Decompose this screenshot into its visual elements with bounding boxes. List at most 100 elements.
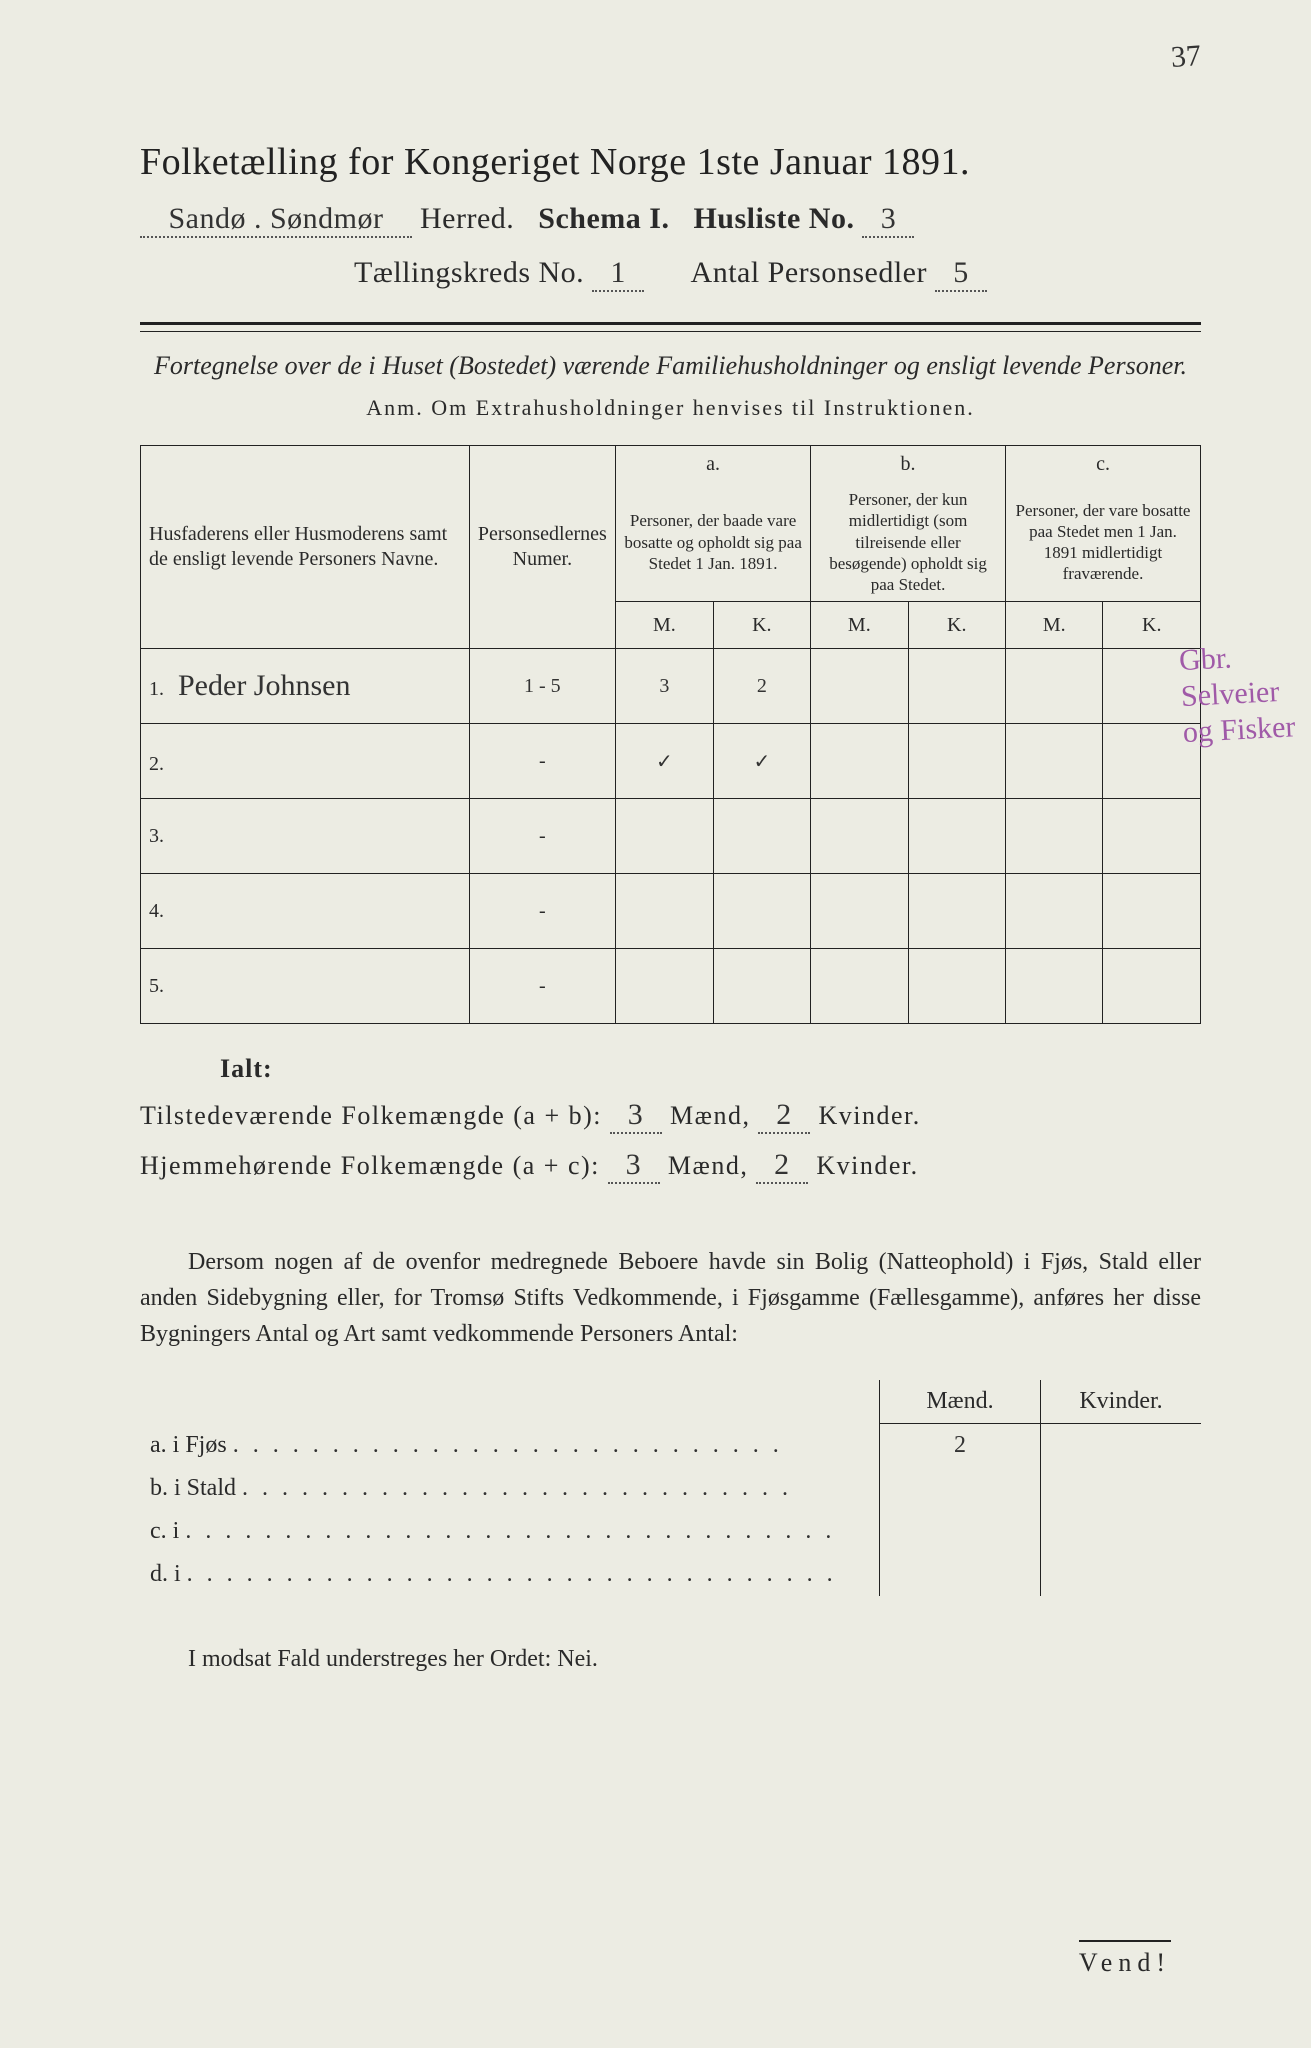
kreds-label: Tællingskreds No. [354, 256, 584, 289]
sum-resident-line: Hjemmehørende Folkemængde (a + c): 3 Mæn… [140, 1148, 1201, 1184]
cell-c-m [1006, 724, 1103, 799]
col-a-k: K. [713, 602, 810, 649]
cell-b-k [908, 874, 1005, 949]
row-num: 2. [149, 753, 173, 776]
dots: . . . . . . . . . . . . . . . . . . . . … [242, 1475, 792, 1501]
table-row: 4. - [141, 874, 1201, 949]
side-row-label: b. i Stald [150, 1475, 236, 1501]
cell-c-m [1006, 799, 1103, 874]
cell-a-k: ✓ [713, 724, 810, 799]
side-row-label: a. i Fjøs [150, 1432, 227, 1458]
sum-resident-label: Hjemmehørende Folkemængde (a + c): [140, 1151, 600, 1180]
cell-c-m [1006, 649, 1103, 724]
herred-value: Sandø . Søndmør [140, 202, 412, 238]
cell-b-m [811, 799, 908, 874]
sum-present-k: 2 [758, 1098, 810, 1134]
side-row: b. i Stald . . . . . . . . . . . . . . .… [140, 1467, 1201, 1510]
side-building-paragraph: Dersom nogen af de ovenfor medregnede Be… [140, 1244, 1201, 1352]
table-row: 2. - ✓ ✓ [141, 724, 1201, 799]
cell-c-k [1103, 874, 1201, 949]
table-row: 1. Peder Johnsen 1 - 5 3 2 [141, 649, 1201, 724]
cell-a-m: ✓ [616, 724, 713, 799]
husliste-label: Husliste No. [693, 202, 854, 235]
side-row-k [1041, 1424, 1202, 1468]
herred-label: Herred. [420, 202, 514, 235]
row-seddel-num: - [469, 874, 616, 949]
row-num: 1. [149, 678, 173, 701]
row-num: 5. [149, 975, 173, 998]
row-seddel-num: - [469, 724, 616, 799]
sum-resident-k: 2 [756, 1148, 808, 1184]
cell-b-m [811, 724, 908, 799]
side-row-m: 2 [880, 1424, 1041, 1468]
sum-resident-m: 3 [608, 1148, 660, 1184]
table-row: 3. - [141, 799, 1201, 874]
sum-present-line: Tilstedeværende Folkemængde (a + b): 3 M… [140, 1098, 1201, 1134]
cell-b-k [908, 799, 1005, 874]
group-a-label: a. [616, 446, 811, 484]
main-title: Folketælling for Kongeriget Norge 1ste J… [140, 140, 1201, 184]
col-b-k: K. [908, 602, 1005, 649]
side-row-m [880, 1553, 1041, 1596]
side-row-k [1041, 1510, 1202, 1553]
dots: . . . . . . . . . . . . . . . . . . . . … [187, 1561, 837, 1587]
row-num: 3. [149, 825, 173, 848]
table-row: 5. - [141, 949, 1201, 1024]
group-b-text: Personer, der kun midlertidigt (som tilr… [811, 483, 1006, 602]
vend-label: Vend! [1079, 1940, 1171, 1978]
cell-c-k [1103, 799, 1201, 874]
cell-b-m [811, 874, 908, 949]
cell-b-m [811, 649, 908, 724]
group-a-text: Personer, der baade vare bosatte og opho… [616, 483, 811, 602]
kvinder-word: Kvinder. [818, 1101, 920, 1130]
sum-present-label: Tilstedeværende Folkemængde (a + b): [140, 1101, 602, 1130]
subtitle-italic: Fortegnelse over de i Huset (Bostedet) v… [140, 348, 1201, 383]
cell-a-m: 3 [616, 649, 713, 724]
maend-word: Mænd, [668, 1151, 748, 1180]
census-form-page: 37 Folketælling for Kongeriget Norge 1st… [0, 0, 1311, 2048]
group-c-label: c. [1006, 446, 1201, 484]
cell-a-k [713, 949, 810, 1024]
side-row-label: c. i [150, 1518, 179, 1544]
side-row: c. i . . . . . . . . . . . . . . . . . .… [140, 1510, 1201, 1553]
margin-annotation: Gbr. Selveier og Fisker [1178, 637, 1303, 751]
anm-note: Anm. Om Extrahusholdninger henvises til … [140, 395, 1201, 421]
side-row-k [1041, 1467, 1202, 1510]
side-row-m [880, 1510, 1041, 1553]
side-row: a. i Fjøs . . . . . . . . . . . . . . . … [140, 1424, 1201, 1468]
col-num-header: Personsedlernes Numer. [469, 446, 616, 649]
nei-line: I modsat Fald understreges her Ordet: Ne… [140, 1646, 1201, 1673]
cell-a-k [713, 874, 810, 949]
cell-b-k [908, 724, 1005, 799]
row-seddel-num: - [469, 799, 616, 874]
antal-value: 5 [935, 256, 987, 292]
cell-c-m [1006, 874, 1103, 949]
side-row-label: d. i [150, 1561, 181, 1587]
divider-rule [140, 322, 1201, 332]
cell-b-m [811, 949, 908, 1024]
col-a-m: M. [616, 602, 713, 649]
side-head-m: Mænd. [880, 1380, 1041, 1424]
cell-a-k [713, 799, 810, 874]
row-seddel-num: - [469, 949, 616, 1024]
cell-b-k [908, 949, 1005, 1024]
cell-b-k [908, 649, 1005, 724]
side-row-k [1041, 1553, 1202, 1596]
cell-a-m [616, 874, 713, 949]
kvinder-word: Kvinder. [816, 1151, 918, 1180]
kreds-line: Tællingskreds No. 1 Antal Personsedler 5 [140, 256, 1201, 292]
cell-c-m [1006, 949, 1103, 1024]
dots: . . . . . . . . . . . . . . . . . . . . … [233, 1432, 783, 1458]
group-b-label: b. [811, 446, 1006, 484]
side-head-k: Kvinder. [1041, 1380, 1202, 1424]
maend-word: Mænd, [670, 1101, 750, 1130]
husliste-no-value: 3 [862, 202, 914, 238]
schema-label: Schema I. [538, 202, 669, 235]
dots: . . . . . . . . . . . . . . . . . . . . … [185, 1518, 835, 1544]
kreds-no-value: 1 [592, 256, 644, 292]
side-row-m [880, 1467, 1041, 1510]
row-seddel-num: 1 - 5 [469, 649, 616, 724]
household-table: Husfaderens eller Husmoderens samt de en… [140, 445, 1201, 1024]
row-name: Peder Johnsen [178, 669, 350, 702]
side-building-table: Mænd. Kvinder. a. i Fjøs . . . . . . . .… [140, 1380, 1201, 1596]
